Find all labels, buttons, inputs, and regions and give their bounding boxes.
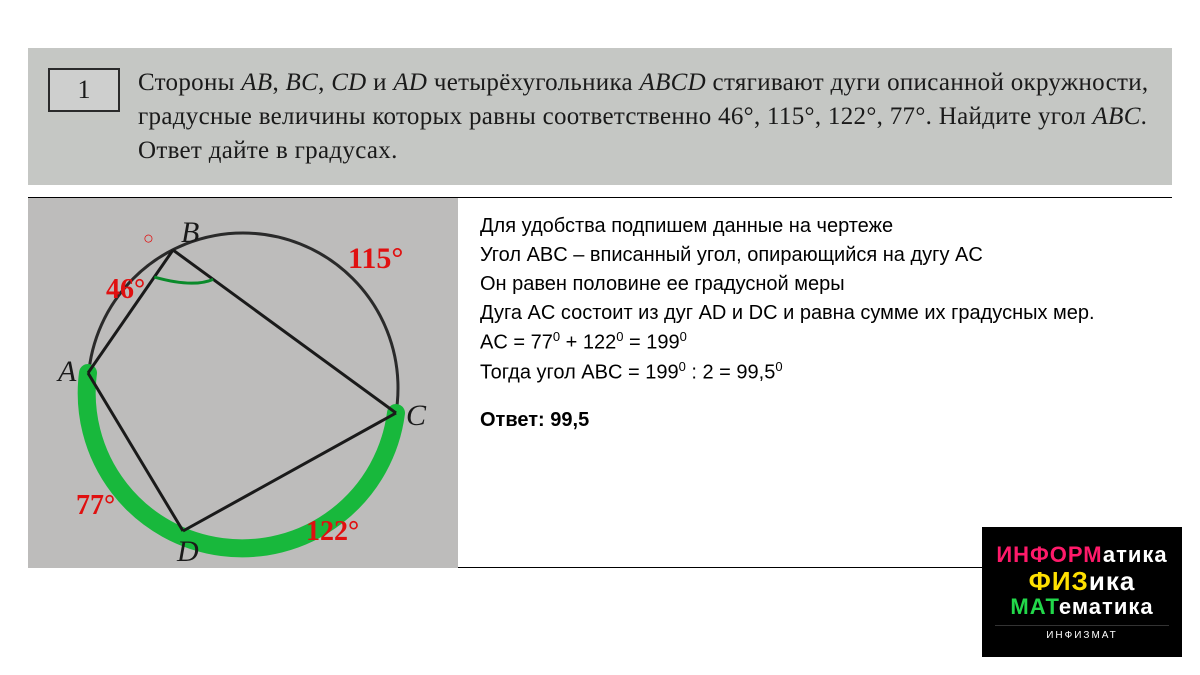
pt-abcd: ABCD bbox=[640, 69, 706, 96]
sol-calc-1: AC = 770 + 1220 = 1990 bbox=[480, 328, 1150, 358]
pt-ad: AD bbox=[393, 69, 427, 96]
c2b: : 2 = 99,5 bbox=[686, 362, 776, 384]
c1b: + 122 bbox=[560, 332, 616, 354]
answer-line: Ответ: 99,5 bbox=[480, 406, 1150, 435]
svg-text:77°: 77° bbox=[76, 490, 115, 521]
ans-label: Ответ: bbox=[480, 409, 550, 431]
pt-ab: AB bbox=[241, 69, 272, 96]
pt-1: Стороны bbox=[138, 69, 241, 96]
top-spacer bbox=[0, 0, 1200, 48]
sol-line-2: Он равен половине ее градусной меры bbox=[480, 270, 1150, 299]
sol-calc-2: Тогда угол ABC = 1990 : 2 = 99,50 bbox=[480, 358, 1150, 388]
problem-number: 1 bbox=[78, 75, 91, 105]
problem-statement: 1 Стороны AB, BC, CD и AD четырёхугольни… bbox=[28, 48, 1172, 185]
solution-row: A B C D 46° ○ 115° 77° 122° Для удобства подпише… bbox=[28, 197, 1172, 568]
pt-c2: , bbox=[318, 69, 331, 96]
sol-line-3: Дуга AC состоит из дуг AD и DC и равна с… bbox=[480, 299, 1150, 328]
logo-line-2: ФИЗика bbox=[1029, 567, 1136, 596]
pt-abc: ABC bbox=[1093, 103, 1141, 130]
pt-bc: BC bbox=[286, 69, 319, 96]
problem-text: Стороны AB, BC, CD и AD четырёхугольника… bbox=[138, 66, 1152, 167]
deg-3: 0 bbox=[680, 329, 687, 344]
channel-logo: ИНФОРМатика ФИЗика МАТематика ИНФИЗМАТ bbox=[982, 527, 1182, 657]
geometry-diagram: A B C D 46° ○ 115° 77° 122° bbox=[28, 198, 458, 568]
deg-4: 0 bbox=[679, 359, 686, 374]
svg-text:D: D bbox=[176, 535, 199, 568]
c2a: Тогда угол ABC = 199 bbox=[480, 362, 679, 384]
svg-text:46°: 46° bbox=[106, 274, 145, 305]
diagram-cell: A B C D 46° ○ 115° 77° 122° bbox=[28, 198, 458, 568]
pt-cd: CD bbox=[331, 69, 366, 96]
logo-line-3: МАТематика bbox=[1010, 595, 1153, 619]
svg-text:○: ○ bbox=[143, 228, 154, 248]
sol-line-1: Угол ABC – вписанный угол, опирающийся н… bbox=[480, 241, 1150, 270]
svg-text:122°: 122° bbox=[306, 516, 359, 547]
svg-text:B: B bbox=[181, 216, 199, 249]
svg-text:115°: 115° bbox=[348, 242, 403, 275]
svg-text:C: C bbox=[406, 399, 427, 432]
logo-line-1: ИНФОРМатика bbox=[996, 543, 1167, 567]
c1a: AC = 77 bbox=[480, 332, 553, 354]
deg-1: 0 bbox=[553, 329, 560, 344]
ans-value: 99,5 bbox=[550, 409, 589, 431]
solution-cell: Для удобства подпишем данные на чертеже … bbox=[458, 198, 1172, 568]
pt-2: четырёхугольника bbox=[427, 69, 639, 96]
pt-and: и bbox=[367, 69, 394, 96]
problem-number-box: 1 bbox=[48, 68, 120, 112]
c1c: = 199 bbox=[623, 332, 679, 354]
deg-5: 0 bbox=[775, 359, 782, 374]
logo-subtitle: ИНФИЗМАТ bbox=[995, 625, 1170, 641]
svg-text:A: A bbox=[56, 355, 77, 388]
sol-line-0: Для удобства подпишем данные на чертеже bbox=[480, 212, 1150, 241]
pt-c1: , bbox=[272, 69, 285, 96]
